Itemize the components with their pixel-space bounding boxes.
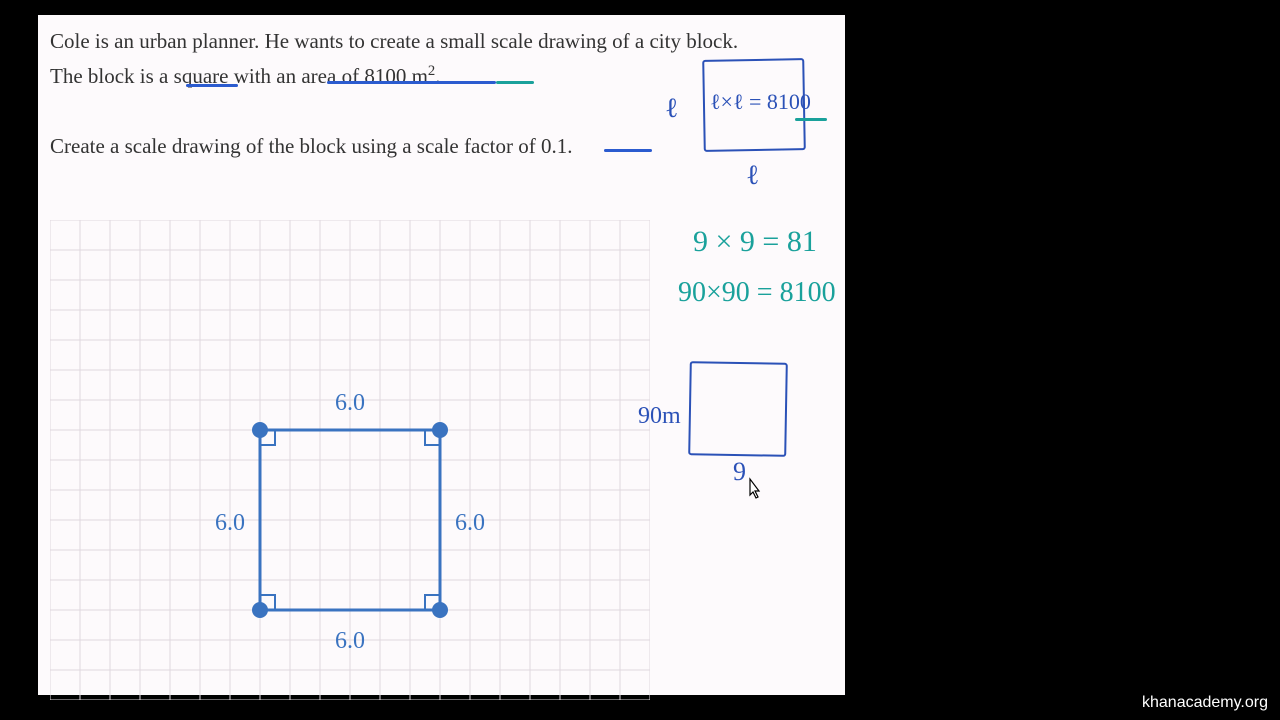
hand-box1-left: ℓ [665, 93, 678, 125]
vertex-handle[interactable] [432, 422, 448, 438]
underline-scale [604, 149, 652, 152]
label-top: 6.0 [335, 390, 365, 417]
label-right: 6.0 [455, 510, 485, 537]
underline-area [327, 81, 496, 84]
underline-square [186, 84, 238, 87]
text-frag: with an [228, 64, 301, 88]
hand-eq1: 9 × 9 = 81 [693, 225, 817, 259]
hand-eq2: 90×90 = 8100 [678, 277, 836, 309]
text-frag: The block is a [50, 64, 174, 88]
underline-8100 [795, 118, 827, 121]
text-frag: Create a scale drawing of the block usin… [50, 134, 541, 158]
underline-area-end [496, 81, 534, 84]
hand-box2-left: 90m [638, 403, 681, 430]
vertex-handle[interactable] [252, 422, 268, 438]
hand-box1-inside: ℓ×ℓ = 8100 [710, 89, 850, 115]
problem-line1: Cole is an urban planner. He wants to cr… [50, 25, 840, 58]
label-left: 6.0 [215, 510, 245, 537]
watermark: khanacademy.org [1142, 694, 1268, 712]
content-canvas: Cole is an urban planner. He wants to cr… [38, 15, 845, 695]
hand-box1-bottom: ℓ [746, 160, 759, 192]
mouse-cursor-icon [744, 477, 764, 507]
hand-box2-bottom: 9 [733, 457, 746, 487]
vertex-handle[interactable] [252, 602, 268, 618]
scale-factor: 0.1. [541, 134, 573, 158]
label-bottom: 6.0 [335, 628, 365, 655]
grid-area[interactable]: 6.0 6.0 6.0 6.0 [50, 220, 650, 695]
vertex-handle[interactable] [432, 602, 448, 618]
